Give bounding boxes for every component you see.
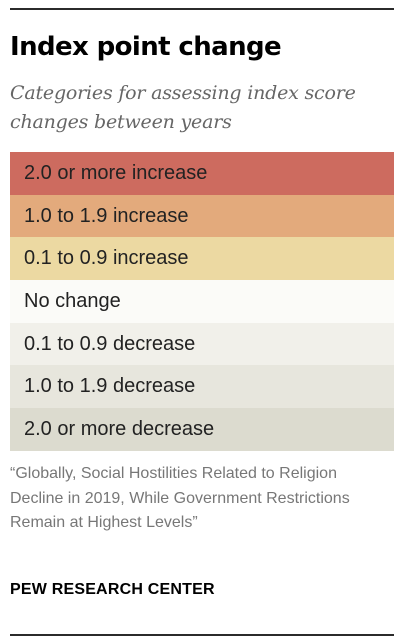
page-subtitle: Categories for assessing index score cha… — [10, 82, 356, 133]
source-note: “Globally, Social Hostilities Related to… — [10, 465, 350, 531]
legend: 2.0 or more increase 1.0 to 1.9 increase… — [10, 152, 394, 451]
legend-item-increase-0-1-to-0-9: 0.1 to 0.9 increase — [10, 237, 394, 281]
legend-item-decrease-2-plus: 2.0 or more decrease — [10, 408, 394, 451]
legend-item-decrease-0-1-to-0-9: 0.1 to 0.9 decrease — [10, 322, 394, 366]
page-title: Index point change — [10, 32, 282, 62]
legend-item-increase-1-to-1-9: 1.0 to 1.9 increase — [10, 194, 394, 238]
top-divider — [10, 8, 394, 10]
legend-item-decrease-1-to-1-9: 1.0 to 1.9 decrease — [10, 365, 394, 409]
legend-item-increase-2-plus: 2.0 or more increase — [10, 152, 394, 195]
bottom-divider — [10, 634, 394, 636]
legend-item-no-change: No change — [10, 280, 394, 323]
brand-logo-text: PEW RESEARCH CENTER — [10, 581, 215, 598]
